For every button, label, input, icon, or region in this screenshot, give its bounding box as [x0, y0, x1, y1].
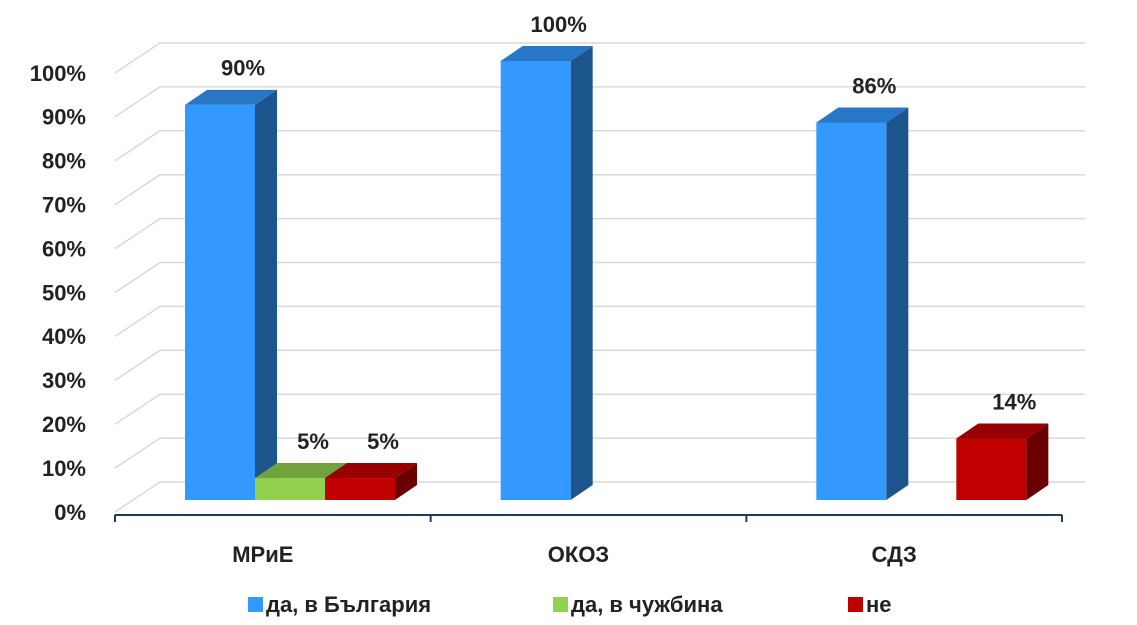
- bar-top: [816, 107, 909, 123]
- y-tick-label: 0%: [54, 500, 86, 525]
- value-label: 90%: [221, 56, 265, 81]
- bar-top: [185, 89, 277, 105]
- grid-line: [114, 437, 1085, 469]
- legend-label: не: [866, 592, 892, 617]
- legend-swatch: [248, 597, 263, 612]
- legend-swatch: [848, 597, 863, 612]
- legend-swatch: [553, 597, 568, 612]
- y-tick-label: 60%: [42, 236, 86, 261]
- bar-side: [255, 89, 277, 501]
- bar-side: [570, 46, 593, 500]
- bar-top: [500, 46, 593, 61]
- y-tick-label: 10%: [42, 456, 86, 481]
- bar: [956, 438, 1027, 500]
- grid-line: [114, 173, 1085, 206]
- bar: [500, 61, 571, 500]
- y-tick-label: 40%: [42, 324, 86, 349]
- y-tick-label: 80%: [42, 149, 86, 174]
- y-tick-label: 90%: [42, 105, 86, 130]
- y-tick-label: 100%: [30, 61, 86, 86]
- y-tick-label: 20%: [42, 412, 86, 437]
- grid-line: [114, 86, 1085, 118]
- legend-label: да, в чужбина: [571, 592, 723, 617]
- grid-line: [114, 393, 1085, 425]
- bar-side: [395, 463, 417, 500]
- y-tick-label: 70%: [42, 193, 86, 218]
- value-label: 86%: [852, 73, 896, 98]
- bar-side: [1026, 423, 1049, 500]
- x-tick-label: ОКОЗ: [548, 542, 609, 567]
- grid-line: [114, 42, 1085, 74]
- grid-line: [114, 261, 1085, 294]
- y-tick-label: 30%: [42, 368, 86, 393]
- legend-label: да, в България: [266, 592, 431, 617]
- bar: [816, 122, 887, 501]
- bar: [255, 478, 325, 500]
- bar-top: [325, 463, 417, 479]
- bar-top: [956, 423, 1049, 439]
- grid-line: [114, 217, 1085, 250]
- value-label: 14%: [992, 389, 1036, 414]
- grid-line: [114, 305, 1085, 338]
- value-label: 100%: [531, 12, 587, 37]
- x-tick-label: СДЗ: [872, 542, 917, 567]
- bar: [325, 478, 395, 500]
- bar: [185, 104, 255, 501]
- value-label: 5%: [367, 429, 399, 454]
- y-tick-label: 50%: [42, 280, 86, 305]
- grid-line: [114, 130, 1085, 162]
- value-label: 5%: [297, 429, 329, 454]
- bar-side: [886, 107, 909, 501]
- grid-line: [114, 481, 1085, 513]
- x-tick-label: МРиЕ: [232, 542, 293, 567]
- bar-top: [255, 463, 347, 479]
- grid-line: [114, 349, 1085, 381]
